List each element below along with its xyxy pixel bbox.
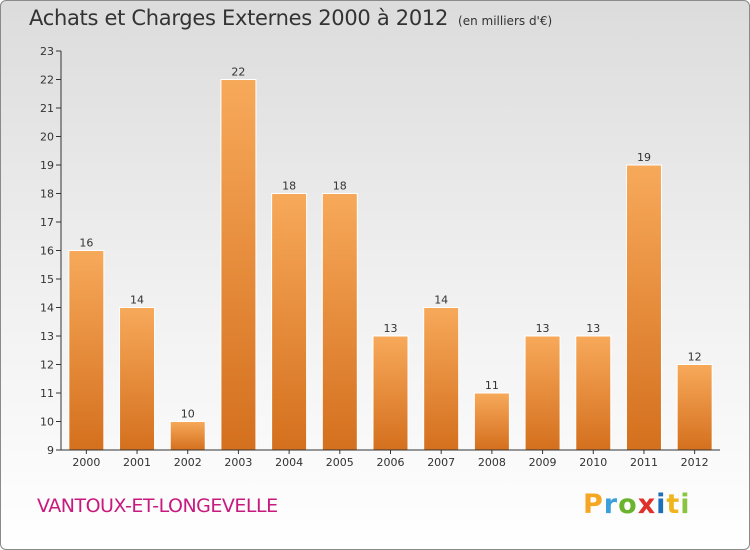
- bar-value-label: 12: [688, 351, 702, 364]
- y-axis: 9 10 11 12 13 14 15 16 17 18 19 20 21 22 23: [40, 45, 62, 457]
- x-tick-label: 2006: [377, 456, 405, 469]
- commune-name: VANTOUX-ET-LONGEVELLE: [37, 495, 278, 517]
- y-tick-label: 9: [47, 444, 54, 457]
- y-tick-label: 20: [40, 131, 54, 144]
- y-tick-label: 16: [40, 245, 54, 258]
- proxiti-logo: Proxiti: [583, 489, 691, 520]
- bar-2002: [169, 421, 206, 451]
- bar-value-label: 19: [637, 151, 651, 164]
- chart-unit: (en milliers d'€): [458, 14, 553, 28]
- y-tick-label: 13: [40, 330, 54, 343]
- x-tick-label: 2004: [275, 456, 303, 469]
- chart-title-text: Achats et Charges Externes 2000 à 2012: [29, 6, 449, 30]
- bar-value-label: 16: [79, 237, 93, 250]
- bar-2012: [676, 364, 713, 451]
- x-tick-label: 2012: [681, 456, 709, 469]
- y-tick-label: 15: [40, 273, 54, 286]
- bar-value-label: 14: [130, 294, 144, 307]
- bar-value-label: 13: [536, 322, 550, 335]
- y-tick-label: 17: [40, 216, 54, 229]
- x-tick-label: 2011: [630, 456, 658, 469]
- y-tick-label: 19: [40, 159, 54, 172]
- bar-2001: [119, 307, 156, 451]
- x-tick-label: 2008: [478, 456, 506, 469]
- bar-2005: [321, 193, 358, 451]
- x-tick-label: 2009: [529, 456, 557, 469]
- y-tick-label: 11: [40, 387, 54, 400]
- y-tick-label: 23: [40, 45, 54, 58]
- x-tick-label: 2003: [224, 456, 252, 469]
- bar-value-label: 13: [586, 322, 600, 335]
- x-tick-label: 2005: [326, 456, 354, 469]
- bar-2008: [473, 392, 510, 451]
- bar-value-label: 10: [181, 408, 195, 421]
- x-tick-label: 2010: [579, 456, 607, 469]
- bar-value-label: 18: [282, 180, 296, 193]
- bar-value-label: 11: [485, 379, 499, 392]
- y-tick-label: 10: [40, 416, 54, 429]
- y-tick-label: 21: [40, 102, 54, 115]
- y-tick-label: 22: [40, 74, 54, 87]
- bars: 16 14 10 22 18 18 13 14 11 13 13 19 12: [68, 66, 713, 451]
- bar-2000: [68, 250, 105, 451]
- y-tick-label: 18: [40, 188, 54, 201]
- x-tick-label: 2007: [427, 456, 455, 469]
- bar-2007: [423, 307, 460, 451]
- x-axis: 2000 2001 2002 2003 2004 2005 2006 2007 2008 2009…: [61, 449, 720, 469]
- x-tick-label: 2002: [174, 456, 202, 469]
- bar-2004: [271, 193, 308, 451]
- bar-value-label: 18: [333, 180, 347, 193]
- bar-2003: [220, 79, 257, 451]
- y-tick-label: 14: [40, 302, 54, 315]
- y-tick-label: 12: [40, 359, 54, 372]
- bar-2009: [524, 335, 561, 451]
- x-tick-label: 2000: [72, 456, 100, 469]
- bar-2006: [372, 335, 409, 451]
- x-tick-label: 2001: [123, 456, 151, 469]
- bar-2010: [575, 335, 612, 451]
- bar-value-label: 14: [434, 294, 448, 307]
- bar-2011: [625, 164, 662, 451]
- bar-value-label: 13: [384, 322, 398, 335]
- bar-value-label: 22: [231, 66, 245, 79]
- chart-title: Achats et Charges Externes 2000 à 2012 (e…: [29, 6, 552, 30]
